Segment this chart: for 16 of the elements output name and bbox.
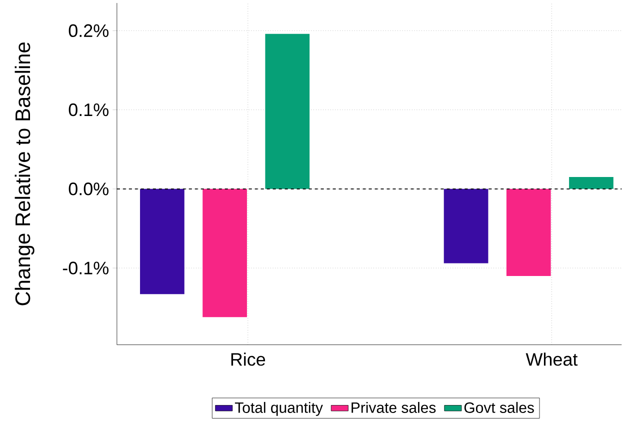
legend-label: Total quantity: [234, 402, 323, 416]
y-tick-label: 0.2%: [68, 24, 108, 38]
x-tick-label: Wheat: [526, 352, 578, 366]
y-axis-title: Change Relative to Baseline: [14, 42, 34, 306]
bar: [265, 34, 310, 190]
y-tick-label: -0.1%: [62, 262, 108, 275]
x-tick-label: Rice: [231, 352, 266, 366]
y-tick-label: 0.1%: [68, 104, 108, 116]
bar: [140, 189, 184, 294]
legend-label: Private sales: [352, 402, 436, 414]
y-tick-label: 0.0%: [68, 182, 108, 196]
legend-label: Govt sales: [464, 402, 534, 414]
bar: [569, 177, 614, 190]
bar: [444, 189, 488, 264]
bar: [202, 189, 247, 318]
bar: [506, 189, 551, 276]
